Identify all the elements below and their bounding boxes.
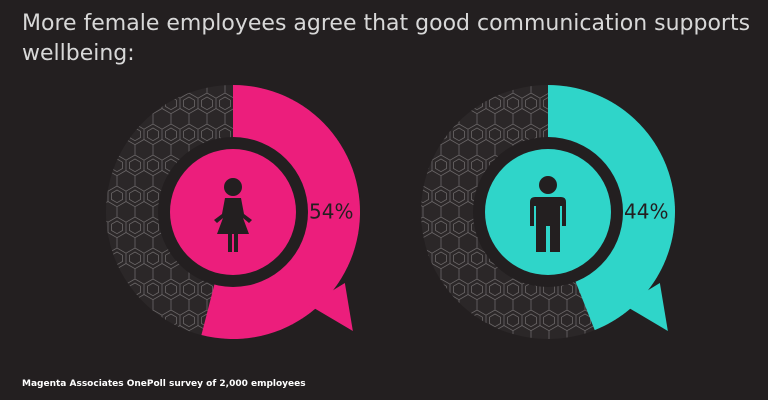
person-icon <box>214 178 252 252</box>
icon-body <box>214 198 252 252</box>
source-note: Magenta Associates OnePoll survey of 2,0… <box>22 379 306 389</box>
value-label: 54% <box>309 200 353 224</box>
icon-head <box>539 176 557 194</box>
donut-chart: 54% <box>106 85 360 339</box>
charts: 54% 44% <box>106 85 675 339</box>
bubble-tail <box>308 282 353 331</box>
bubble-tail <box>623 282 668 331</box>
chart-title: More female employees agree that good co… <box>22 11 750 66</box>
icon-head <box>224 178 242 196</box>
icon-body <box>530 197 566 252</box>
donut-chart: 44% <box>421 85 675 339</box>
title-line: More female employees agree that good co… <box>22 11 750 36</box>
title-line: wellbeing: <box>22 41 135 66</box>
value-label: 44% <box>624 200 668 224</box>
person-icon <box>530 176 566 252</box>
